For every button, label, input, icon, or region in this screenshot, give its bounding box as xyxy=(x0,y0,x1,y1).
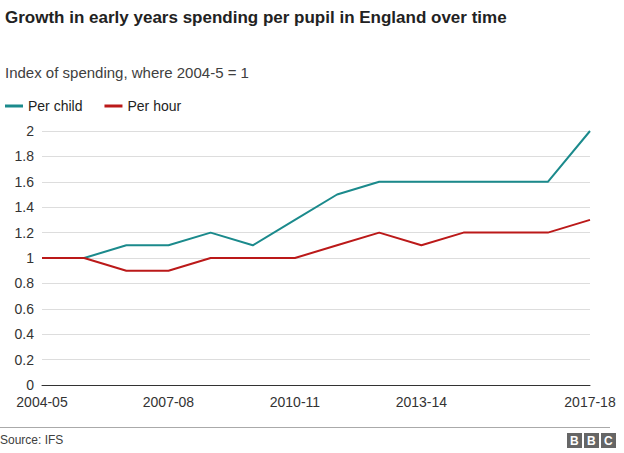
svg-text:1.6: 1.6 xyxy=(15,174,35,190)
svg-text:B: B xyxy=(570,434,579,448)
svg-text:1.8: 1.8 xyxy=(15,148,35,164)
svg-text:2010-11: 2010-11 xyxy=(270,394,321,410)
svg-text:B: B xyxy=(587,434,596,448)
svg-text:0: 0 xyxy=(26,377,34,393)
svg-text:0.4: 0.4 xyxy=(15,326,35,342)
svg-text:0.2: 0.2 xyxy=(15,352,35,368)
svg-text:1.2: 1.2 xyxy=(15,225,35,241)
svg-text:2017-18: 2017-18 xyxy=(564,394,616,410)
svg-text:Per hour: Per hour xyxy=(127,98,181,114)
svg-text:2007-08: 2007-08 xyxy=(143,394,195,410)
svg-text:0.6: 0.6 xyxy=(15,301,35,317)
svg-text:2: 2 xyxy=(26,123,34,139)
svg-text:Index of spending, where 2004-: Index of spending, where 2004-5 = 1 xyxy=(5,64,249,81)
svg-text:1: 1 xyxy=(26,250,34,266)
svg-text:Growth in early years spending: Growth in early years spending per pupil… xyxy=(5,8,507,27)
svg-text:2004-05: 2004-05 xyxy=(16,394,68,410)
svg-text:0.8: 0.8 xyxy=(15,275,35,291)
svg-text:C: C xyxy=(604,434,613,448)
svg-text:2013-14: 2013-14 xyxy=(396,394,448,410)
svg-text:Source: IFS: Source: IFS xyxy=(0,433,63,447)
svg-text:1.4: 1.4 xyxy=(15,199,35,215)
svg-text:Per child: Per child xyxy=(28,98,82,114)
